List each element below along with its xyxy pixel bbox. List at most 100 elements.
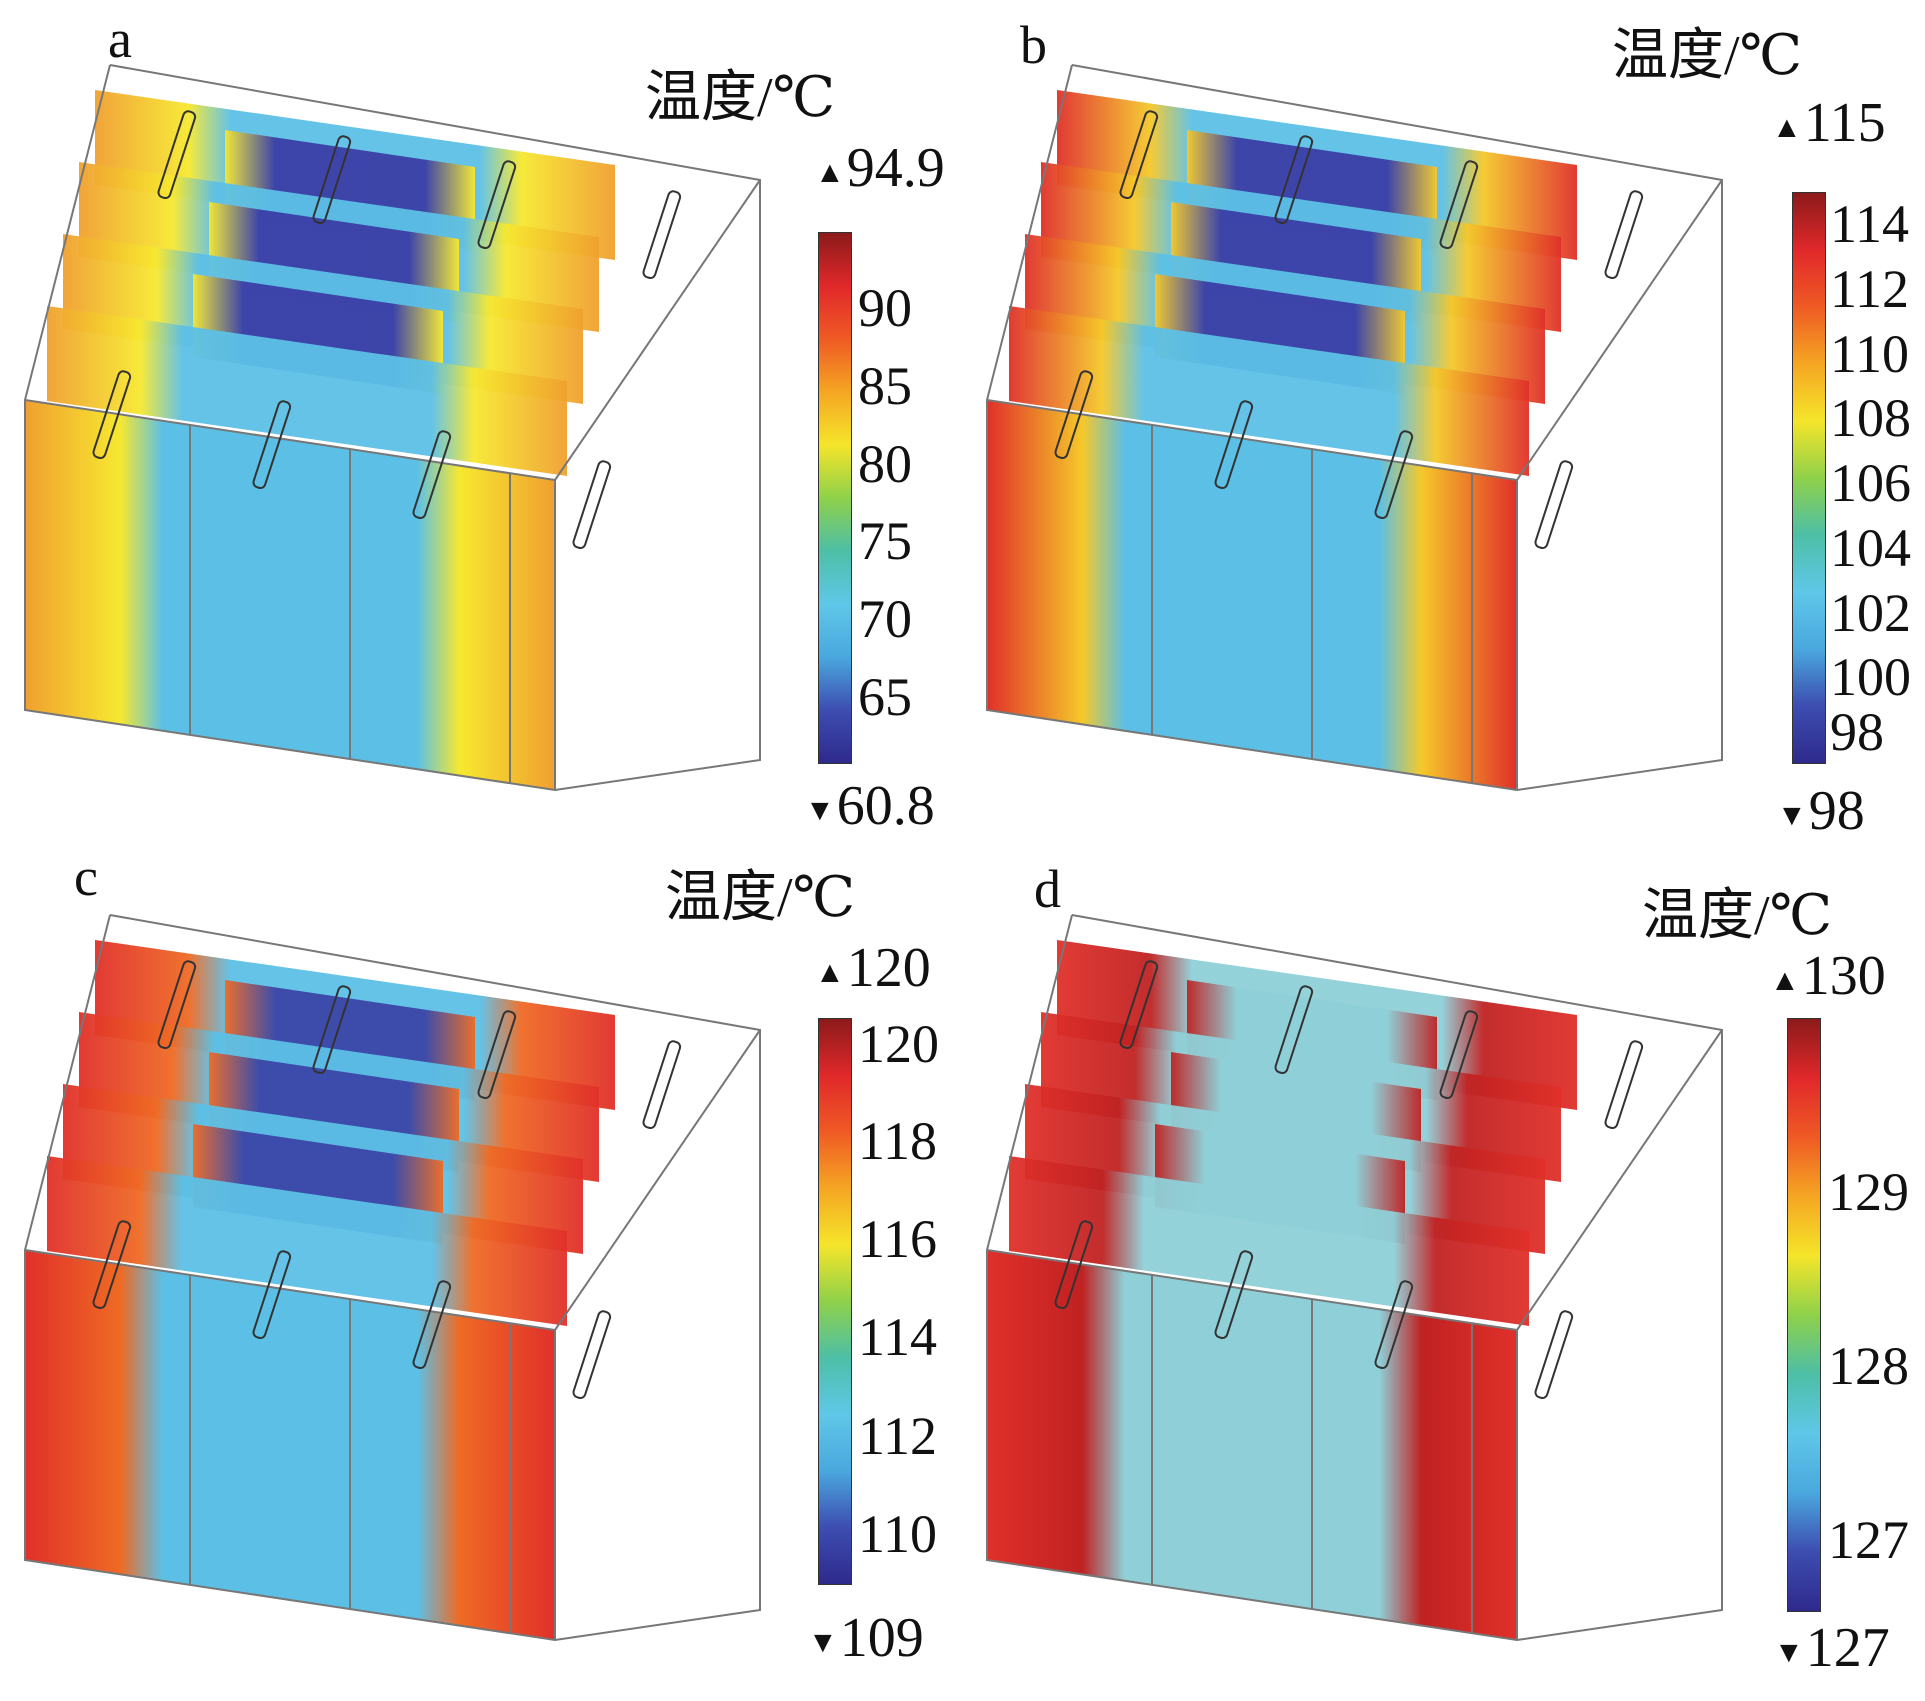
terminal-tab bbox=[252, 400, 292, 490]
terminal-tab bbox=[1534, 460, 1574, 550]
terminal-tab bbox=[642, 190, 682, 280]
colorbar-tick-label: 75 bbox=[858, 511, 912, 572]
colorbar-tick-label: 110 bbox=[1830, 323, 1909, 384]
panel-a: a 温度/℃ ▲94.9 90 85 80 75 70 65 ▼60.8 bbox=[0, 0, 962, 850]
terminal-tab bbox=[1439, 160, 1479, 250]
colorbar bbox=[1792, 192, 1826, 764]
colorbar-max-label: ▲115 bbox=[1772, 95, 1886, 151]
up-triangle-icon: ▲ bbox=[815, 956, 845, 990]
panel-label: b bbox=[1020, 15, 1047, 75]
terminal-tab bbox=[1604, 1040, 1644, 1130]
terminal-tab bbox=[572, 460, 612, 550]
temperature-field-render bbox=[24, 914, 761, 1642]
terminal-tab bbox=[477, 1010, 517, 1100]
down-triangle-icon: ▼ bbox=[805, 794, 835, 828]
frame-wireframe bbox=[24, 64, 761, 792]
terminal-tab bbox=[412, 430, 452, 520]
colorbar-tick-label: 128 bbox=[1828, 1336, 1909, 1397]
colorbar-max-value: 115 bbox=[1803, 92, 1886, 154]
panel-b: b 温度/℃ ▲115 114 112 110 108 106 104 102 100 98 ▼… bbox=[962, 0, 1924, 850]
temperature-field-render bbox=[986, 914, 1723, 1642]
cell-sheet bbox=[1009, 306, 1529, 476]
cell-terminals bbox=[92, 110, 682, 550]
colorbar-min-label: ▼98 bbox=[1777, 783, 1865, 839]
colorbar-min-value: 98 bbox=[1808, 780, 1865, 842]
terminal-tab bbox=[252, 1250, 292, 1340]
colorbar-tick-label: 114 bbox=[1830, 194, 1909, 255]
colorbar-min-label: ▼60.8 bbox=[805, 778, 935, 834]
colorbar-max-label: ▲94.9 bbox=[815, 140, 945, 196]
frame-wireframe bbox=[986, 914, 1723, 1642]
cell-sheet bbox=[47, 306, 567, 476]
colorbar-max-label: ▲130 bbox=[1770, 948, 1886, 1004]
colorbar-max-value: 120 bbox=[846, 937, 931, 999]
battery-pack-render bbox=[986, 914, 1723, 1642]
terminal-tab bbox=[1119, 960, 1159, 1050]
colorbar-tick-label: 112 bbox=[1830, 259, 1909, 320]
terminal-tab bbox=[312, 985, 352, 1075]
colorbar-tick-label: 80 bbox=[858, 433, 912, 494]
terminal-tab bbox=[1374, 1280, 1414, 1370]
colorbar-title: 温度/℃ bbox=[1612, 25, 1803, 87]
colorbar-min-value: 127 bbox=[1805, 1617, 1890, 1679]
colorbar-tick-label: 108 bbox=[1830, 388, 1911, 449]
front-face bbox=[987, 400, 1517, 790]
panel-label: a bbox=[108, 9, 132, 69]
up-triangle-icon: ▲ bbox=[1770, 964, 1800, 998]
terminal-tab bbox=[1439, 1010, 1479, 1100]
terminal-tab bbox=[1054, 1220, 1094, 1310]
colorbar-tick-label: 129 bbox=[1828, 1162, 1909, 1223]
colorbar-tick-label: 114 bbox=[858, 1307, 937, 1368]
colorbar-tick-label: 110 bbox=[858, 1503, 937, 1564]
terminal-tab bbox=[642, 1040, 682, 1130]
frame-wireframe bbox=[24, 914, 761, 1642]
panel-label: d bbox=[1034, 859, 1061, 919]
down-triangle-icon: ▼ bbox=[1774, 1636, 1804, 1670]
colorbar-ticks: 114 112 110 108 106 104 102 100 98 bbox=[1830, 192, 1922, 759]
front-face bbox=[25, 1250, 555, 1640]
terminal-tab bbox=[1274, 135, 1314, 225]
terminal-tab bbox=[1374, 430, 1414, 520]
colorbar-ticks: 90 85 80 75 70 65 bbox=[858, 232, 958, 762]
up-triangle-icon: ▲ bbox=[815, 156, 845, 190]
frame-wireframe bbox=[986, 64, 1723, 792]
terminal-tab bbox=[157, 110, 197, 200]
colorbar-tick-label: 70 bbox=[858, 589, 912, 649]
colorbar bbox=[818, 1018, 852, 1585]
colorbar-title: 温度/℃ bbox=[645, 67, 836, 129]
colorbar-tick-label: 112 bbox=[858, 1405, 937, 1466]
colorbar-min-label: ▼109 bbox=[808, 1610, 924, 1666]
cell-sheet bbox=[47, 1156, 567, 1326]
colorbar-max-value: 94.9 bbox=[846, 137, 945, 199]
colorbar-max-label: ▲120 bbox=[815, 940, 931, 996]
up-triangle-icon: ▲ bbox=[1772, 111, 1802, 145]
colorbar-tick-label: 90 bbox=[858, 278, 912, 339]
terminal-tab bbox=[1534, 1310, 1574, 1400]
cell-sheet bbox=[1009, 1156, 1529, 1326]
colorbar bbox=[1787, 1018, 1821, 1612]
colorbar-tick-label: 106 bbox=[1830, 453, 1911, 514]
terminal-tab bbox=[157, 960, 197, 1050]
colorbar-tick-label: 100 bbox=[1830, 647, 1911, 708]
colorbar-tick-label: 65 bbox=[858, 666, 912, 727]
terminal-tab bbox=[92, 370, 132, 460]
temperature-field-render bbox=[24, 64, 761, 792]
colorbar-tick-label: 102 bbox=[1830, 582, 1911, 643]
front-face bbox=[987, 1250, 1517, 1640]
colorbar-title: 温度/℃ bbox=[665, 867, 856, 929]
colorbar-ticks: 129 128 127 bbox=[1828, 1018, 1922, 1610]
colorbar-max-value: 130 bbox=[1801, 945, 1886, 1007]
terminal-tab bbox=[412, 1280, 452, 1370]
terminal-tab bbox=[572, 1310, 612, 1400]
front-face bbox=[25, 400, 555, 790]
panel-d: d 温度/℃ ▲130 129 128 127 ▼127 bbox=[962, 850, 1924, 1700]
colorbar-min-label: ▼127 bbox=[1774, 1620, 1890, 1676]
colorbar-tick-label: 85 bbox=[858, 355, 912, 416]
panel-label: c bbox=[74, 850, 98, 907]
down-triangle-icon: ▼ bbox=[1777, 799, 1807, 833]
terminal-tab bbox=[1604, 190, 1644, 280]
colorbar-tick-label: 98 bbox=[1830, 702, 1884, 762]
terminal-tab bbox=[1214, 1250, 1254, 1340]
panel-c: c 温度/℃ ▲120 120 118 116 114 112 110 ▼109 bbox=[0, 850, 962, 1700]
colorbar-title: 温度/℃ bbox=[1642, 885, 1833, 947]
